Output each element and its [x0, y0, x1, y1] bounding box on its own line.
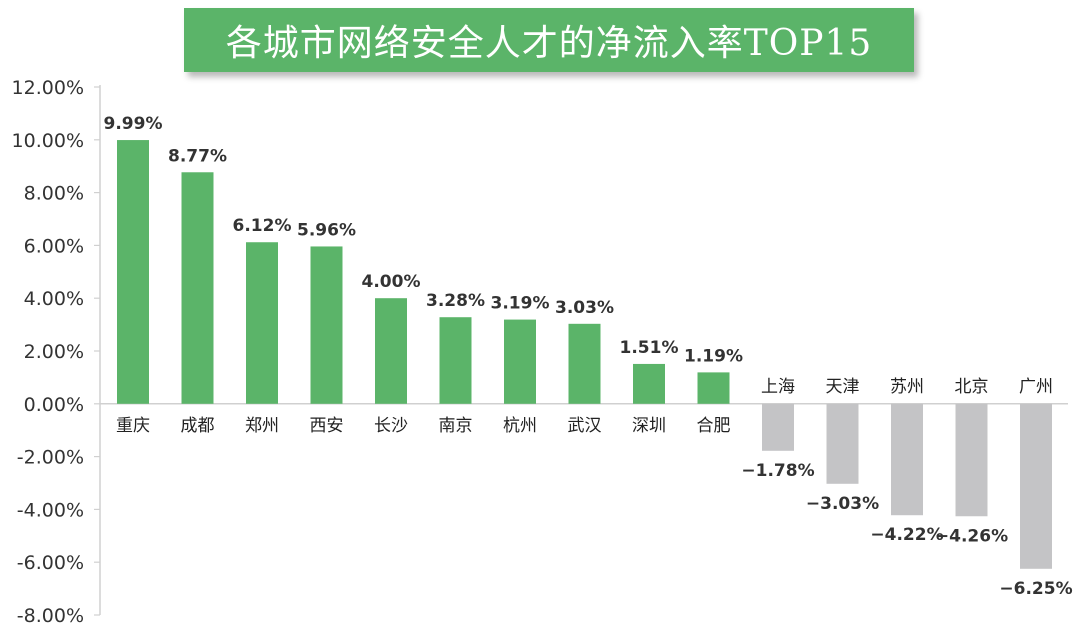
y-tick-label: -6.00% [17, 552, 84, 574]
bars [117, 140, 1052, 569]
bar-13 [891, 403, 923, 516]
value-label: −4.26% [935, 526, 1008, 546]
bar-9 [633, 363, 665, 404]
bar-8 [568, 323, 601, 404]
value-label: 3.03% [555, 298, 614, 318]
y-tick-label: 10.00% [12, 130, 84, 152]
value-label: −1.78% [741, 461, 814, 481]
bar-1 [117, 140, 149, 404]
bar-10 [697, 372, 730, 404]
category-label: 郑州 [245, 416, 279, 436]
y-tick-label: -8.00% [17, 605, 84, 627]
y-tick-label: -2.00% [17, 447, 84, 469]
y-tick-label: 2.00% [24, 341, 84, 363]
chart-title: 各城市网络安全人才的净流入率TOP15 [184, 8, 914, 72]
bar-11 [762, 403, 794, 451]
bar-7 [504, 319, 536, 404]
bar-4 [310, 246, 343, 404]
value-labels: 9.99%8.77% 6.12% 5.96% 4.00%3.28% 3.19% 3.03%… [104, 114, 1073, 599]
category-label: 长沙 [374, 416, 408, 436]
value-label: 1.51% [620, 338, 679, 358]
value-label: −6.25% [999, 579, 1072, 599]
category-labels: 重庆 成都 郑州 西安 长沙 南京 杭州 武汉 深圳 合肥 上海 天津 苏州 北京 广州 [116, 377, 1053, 436]
category-label: 合肥 [697, 416, 731, 436]
y-tick-label: 0.00% [24, 394, 84, 416]
bar-6 [439, 317, 472, 404]
value-label: −3.03% [806, 494, 879, 514]
value-label: 5.96% [297, 220, 356, 240]
y-tick-label: 4.00% [24, 288, 84, 310]
value-label: −4.22% [870, 525, 943, 545]
category-label: 北京 [955, 377, 989, 397]
category-label: 广州 [1019, 377, 1053, 397]
category-label: 天津 [826, 377, 860, 397]
category-label: 武汉 [568, 416, 602, 436]
category-label: 西安 [310, 416, 344, 436]
bar-5 [375, 298, 407, 404]
y-tick-label: -4.00% [17, 499, 84, 521]
y-tick-label: 8.00% [24, 183, 84, 205]
bar-3 [246, 242, 278, 404]
bar-15 [1020, 403, 1052, 569]
bar-12 [826, 403, 859, 484]
value-label: 6.12% [233, 216, 292, 236]
category-label: 深圳 [632, 416, 666, 436]
category-label: 重庆 [116, 416, 150, 436]
value-label: 4.00% [362, 272, 421, 292]
y-axis-ticks: 12.00% 10.00% 8.00% 6.00% 4.00% 2.00% 0.00% -2.… [12, 77, 100, 627]
value-label: 3.28% [426, 291, 485, 311]
y-tick-label: 12.00% [12, 77, 84, 99]
category-label: 成都 [181, 416, 215, 436]
value-label: 8.77% [168, 146, 227, 166]
bar-2 [181, 172, 214, 404]
category-label: 上海 [761, 377, 795, 397]
category-label: 杭州 [503, 416, 537, 436]
y-tick-label: 6.00% [24, 235, 84, 257]
bar-14 [955, 403, 988, 517]
value-label: 1.19% [684, 346, 743, 366]
value-label: 3.19% [491, 294, 550, 314]
category-label: 苏州 [890, 377, 924, 397]
value-label: 9.99% [104, 114, 163, 134]
category-label: 南京 [439, 416, 473, 436]
